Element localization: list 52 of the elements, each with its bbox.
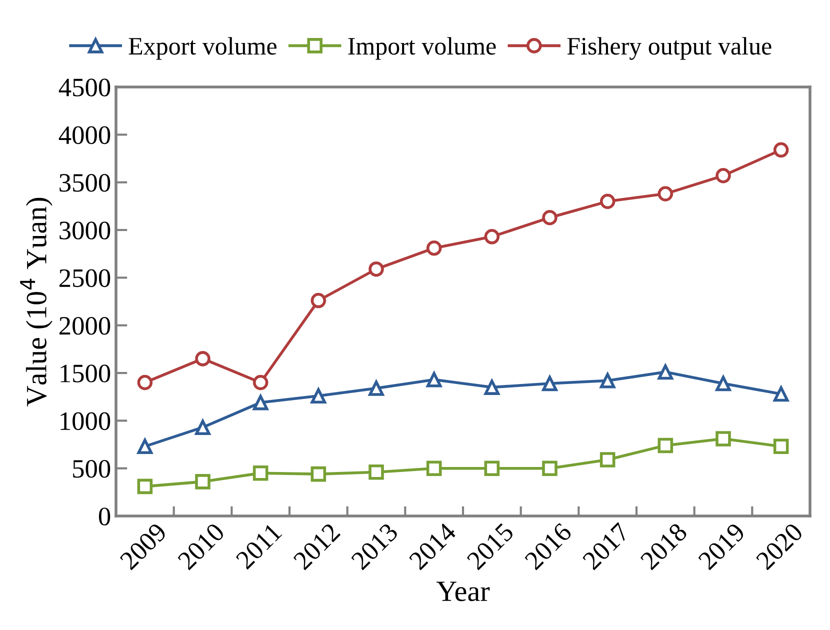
y-axis-title: Value (10$^{4}$ Yuan) (20, 198, 52, 406)
point (368, 261, 384, 277)
y-tick-label: 2500 (60, 269, 110, 288)
point (658, 364, 674, 380)
point (716, 168, 731, 184)
point (658, 186, 674, 202)
point (484, 460, 500, 476)
y-tick-label: 1000 (60, 412, 110, 430)
point (426, 372, 442, 388)
point (310, 466, 326, 482)
point (137, 478, 153, 494)
point (310, 388, 326, 404)
y-tick-label: 3500 (60, 174, 110, 192)
point (600, 372, 616, 388)
legend-label: Import volume (348, 37, 496, 60)
y-tick-label: 4500 (58, 78, 110, 96)
x-axis-title: Year (436, 582, 490, 602)
point (368, 464, 384, 480)
point (542, 210, 558, 226)
y-tick-label: 1500 (60, 364, 110, 382)
point (658, 438, 674, 454)
y-tick-label: 0 (98, 508, 110, 526)
point (773, 386, 789, 402)
y-tick-label: 3000 (60, 222, 110, 240)
point (484, 229, 500, 244)
legend-label: Export volume (128, 37, 276, 60)
point (542, 460, 558, 476)
point (542, 376, 558, 392)
point (773, 142, 789, 158)
y-tick-label: 2000 (60, 316, 110, 335)
point (137, 438, 153, 454)
point (252, 465, 268, 481)
point (484, 380, 500, 395)
point (137, 374, 153, 390)
point (368, 380, 384, 396)
point (195, 420, 210, 435)
point (600, 194, 616, 210)
point (716, 431, 731, 446)
x-tick-label: 2011 (235, 522, 282, 570)
y-tick-label: 500 (73, 460, 110, 478)
point (252, 374, 268, 390)
point (195, 351, 210, 366)
point (773, 438, 789, 454)
point (426, 460, 442, 476)
y-tick-label: 4000 (58, 126, 110, 144)
point (310, 292, 326, 308)
point (716, 376, 731, 392)
point (600, 452, 616, 468)
point (252, 394, 268, 410)
point (195, 474, 210, 490)
legend-label: Fishery output value (567, 37, 772, 60)
point (426, 240, 442, 256)
